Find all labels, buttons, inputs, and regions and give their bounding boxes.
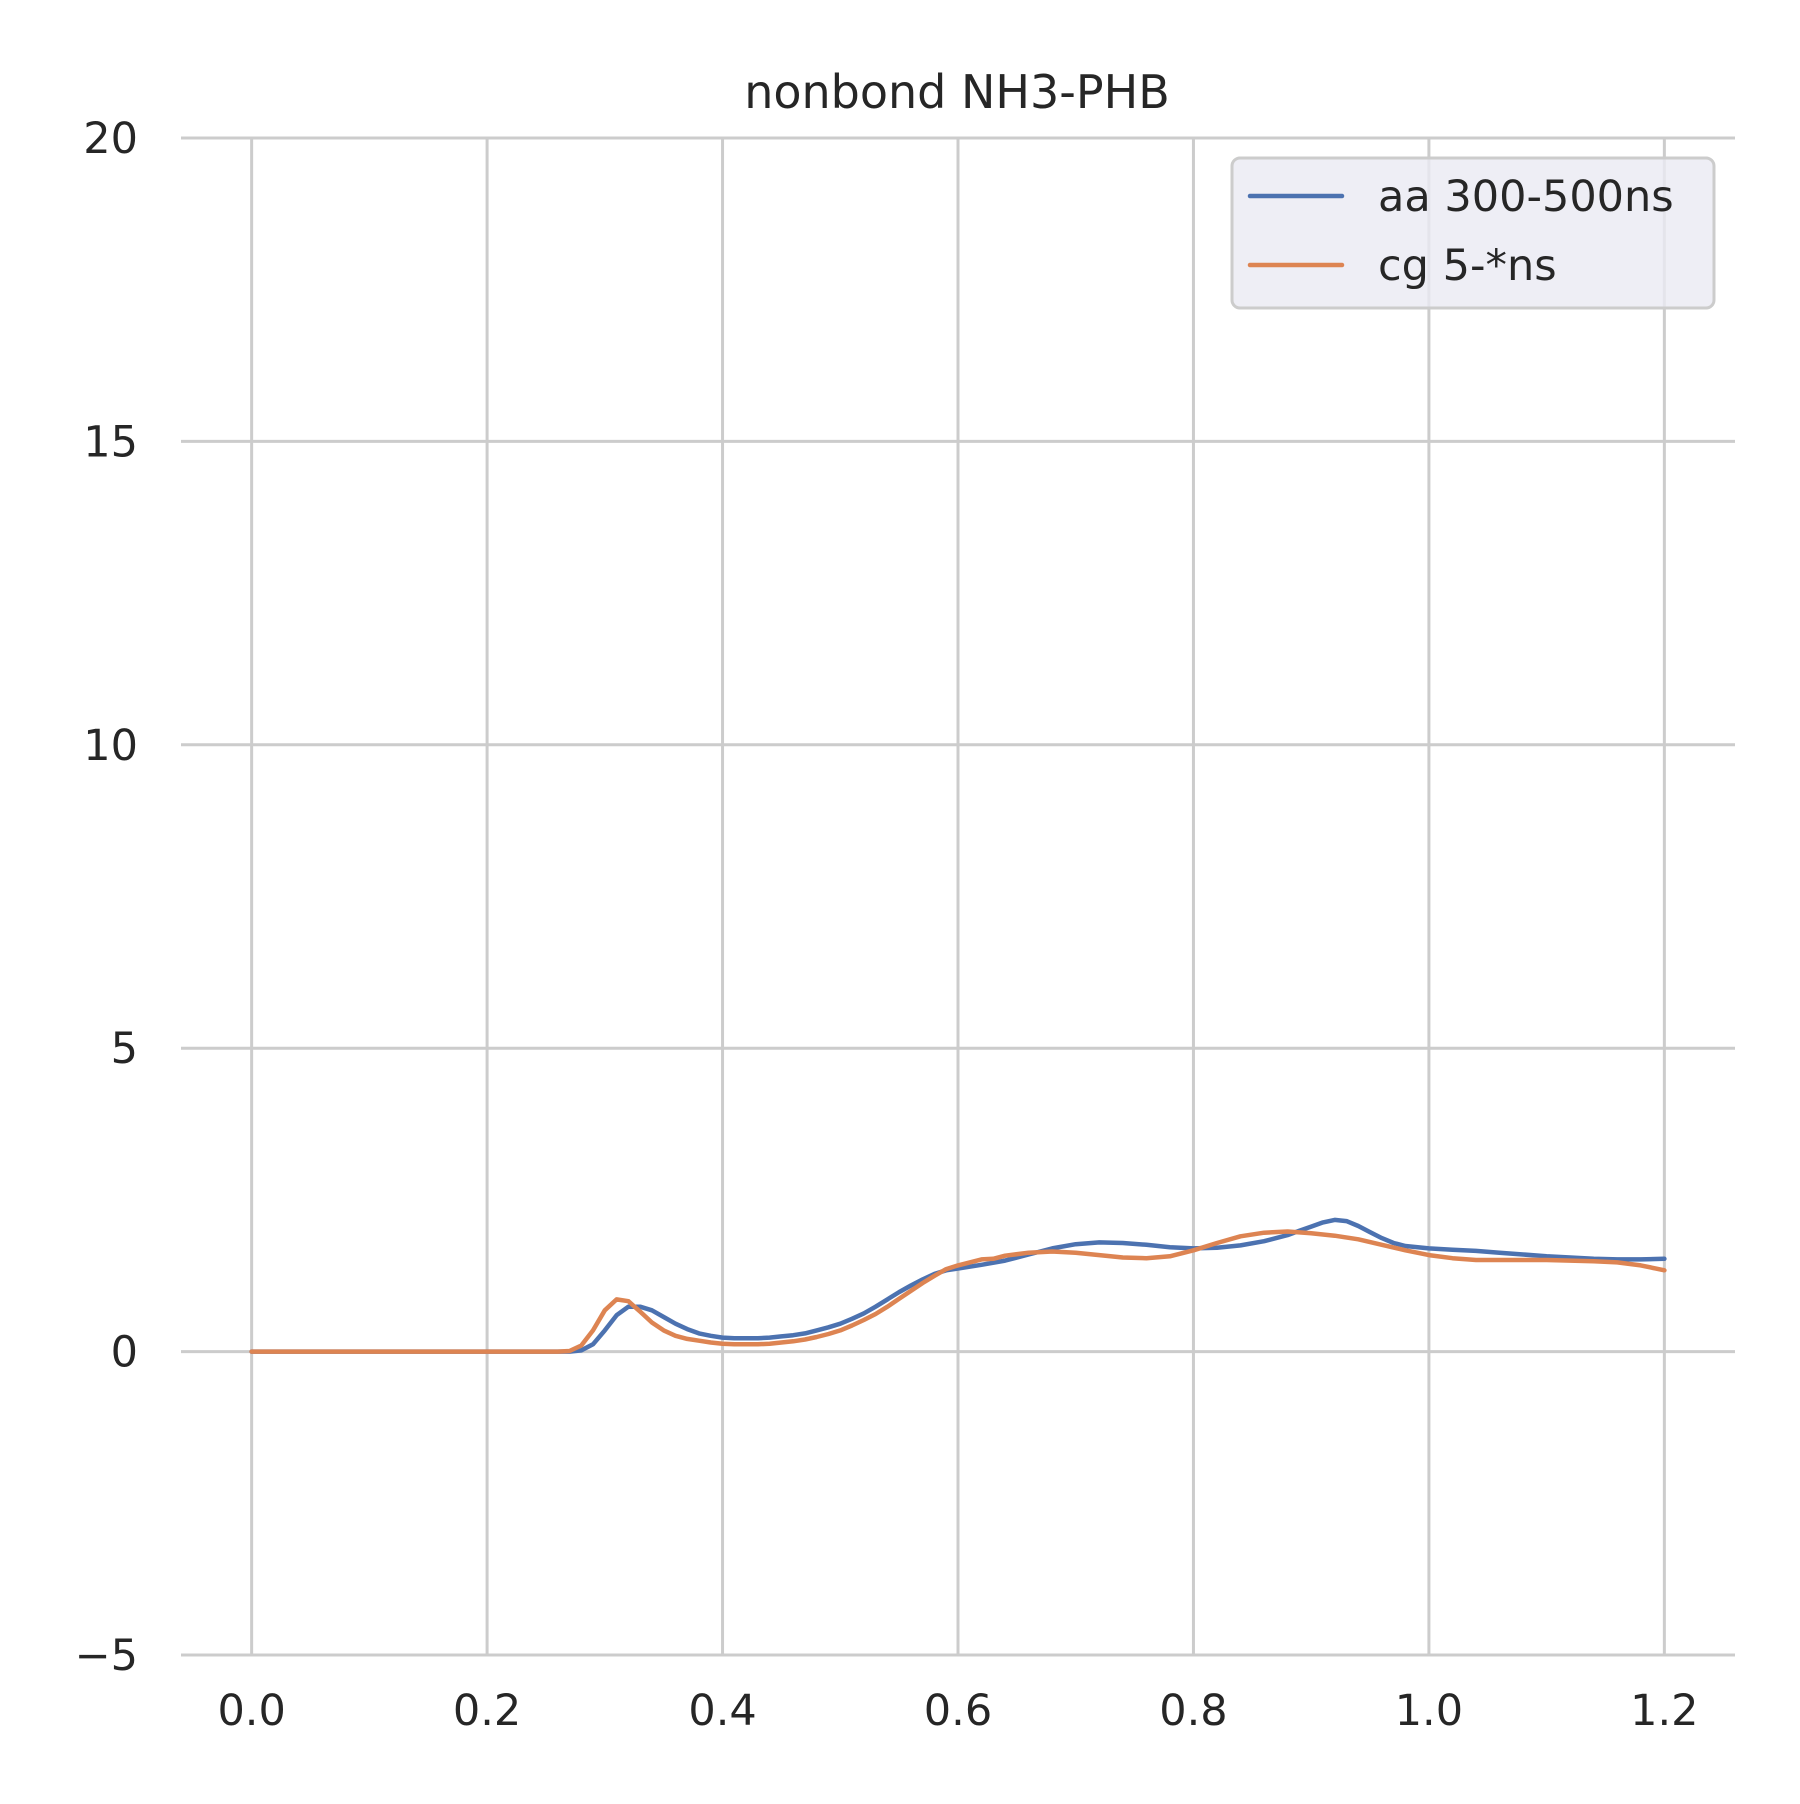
chart-title: nonbond NH3-PHB <box>744 65 1170 119</box>
x-tick-label: 1.2 <box>1630 1686 1698 1736</box>
y-tick-label: 10 <box>83 721 138 771</box>
x-tick-label: 0.8 <box>1159 1686 1227 1736</box>
x-tick-label: 0.4 <box>688 1686 756 1736</box>
y-tick-label: 5 <box>111 1024 138 1074</box>
grid <box>181 136 1735 1657</box>
x-tick-label: 1.0 <box>1395 1686 1463 1736</box>
legend-box <box>1230 156 1716 310</box>
x-tick-label: 0.6 <box>924 1686 992 1736</box>
tick-labels: 0.0 0.2 0.4 0.6 0.8 1.0 1.2 −5 0 5 10 15 20 <box>75 114 1699 1736</box>
series-line-cg <box>249 1229 1667 1354</box>
legend: aa 300-500ns cg 5-*ns <box>1230 156 1716 310</box>
legend-label: aa 300-500ns <box>1378 172 1674 222</box>
series-layer <box>249 1217 1667 1354</box>
y-tick-label: 15 <box>83 417 138 467</box>
y-tick-label: 20 <box>83 114 138 164</box>
x-tick-label: 0.2 <box>453 1686 521 1736</box>
x-tick-label: 0.0 <box>217 1686 285 1736</box>
legend-label: cg 5-*ns <box>1378 241 1557 291</box>
y-tick-label: −5 <box>75 1631 138 1681</box>
y-tick-label: 0 <box>111 1328 138 1378</box>
